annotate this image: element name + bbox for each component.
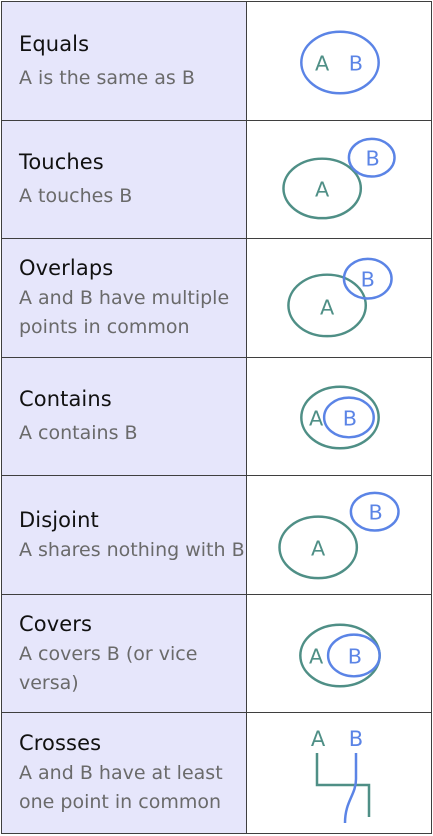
shape-b-outline bbox=[326, 633, 381, 678]
relation-row-crosses: Crosses A and B have at least one point … bbox=[2, 713, 431, 833]
relation-label-cell: Contains A contains B bbox=[2, 358, 247, 475]
shape-a-outline bbox=[300, 385, 380, 450]
label-b: B bbox=[361, 268, 375, 292]
label-a: A bbox=[309, 644, 324, 668]
label-a: A bbox=[315, 51, 330, 75]
shape-b-outline bbox=[347, 137, 396, 178]
label-b: B bbox=[366, 147, 380, 171]
label-b: B bbox=[369, 501, 383, 525]
label-b: B bbox=[343, 406, 357, 430]
label-a: A bbox=[311, 727, 326, 751]
relation-label-cell: Covers A covers B (or vice versa) bbox=[2, 595, 247, 712]
shape-b-outline bbox=[342, 257, 393, 300]
relation-figure-crosses: A B bbox=[247, 713, 431, 833]
relation-description: A touches B bbox=[19, 185, 133, 207]
relation-label-cell: Overlaps A and B have multiple points in… bbox=[2, 239, 247, 357]
shape-b-outline bbox=[349, 491, 400, 532]
relation-title: Covers bbox=[19, 611, 93, 636]
label-b: B bbox=[349, 727, 363, 751]
relation-title: Crosses bbox=[19, 731, 102, 755]
relation-figure-overlaps: A B bbox=[247, 239, 431, 357]
relation-label-cell: Crosses A and B have at least one point … bbox=[2, 713, 247, 833]
relation-row-touches: Touches A touches B A B bbox=[2, 121, 431, 239]
relation-row-equals: Equals A is the same as B A B bbox=[2, 2, 431, 121]
relation-title: Equals bbox=[19, 31, 90, 56]
label-b: B bbox=[348, 644, 362, 668]
relation-figure-covers: A B bbox=[247, 595, 431, 712]
relation-label-cell: Touches A touches B bbox=[2, 121, 247, 238]
label-a: A bbox=[320, 295, 335, 319]
relation-row-disjoint: Disjoint A shares nothing with B A B bbox=[2, 476, 431, 595]
label-a: A bbox=[311, 536, 326, 560]
relation-label-cell: Disjoint A shares nothing with B bbox=[2, 476, 247, 594]
relation-figure-equals: A B bbox=[247, 2, 431, 120]
relation-figure-touches: A B bbox=[247, 121, 431, 238]
relation-title: Overlaps bbox=[19, 256, 114, 280]
touches-diagram: A B bbox=[282, 137, 396, 220]
line-b bbox=[343, 753, 358, 824]
overlaps-diagram: A B bbox=[287, 257, 393, 338]
relation-row-covers: Covers A covers B (or vice versa) A B bbox=[2, 595, 431, 713]
equals-diagram: A B bbox=[300, 30, 380, 95]
relation-description: A and B have at least one point in commo… bbox=[19, 762, 223, 813]
covers-diagram: A B bbox=[299, 623, 381, 688]
relation-description: A covers B (or vice versa) bbox=[19, 642, 198, 694]
shape-a-outline bbox=[287, 273, 368, 338]
relation-figure-contains: A B bbox=[247, 358, 431, 475]
label-a: A bbox=[309, 406, 324, 430]
relation-label-cell: Equals A is the same as B bbox=[2, 2, 247, 120]
relation-description: A contains B bbox=[19, 422, 138, 444]
relation-description: A is the same as B bbox=[19, 66, 195, 89]
shape-a-outline bbox=[300, 30, 380, 95]
shape-a-outline bbox=[282, 157, 363, 220]
shape-a-outline bbox=[278, 515, 359, 580]
relation-title: Touches bbox=[19, 150, 104, 174]
shape-b-outline bbox=[322, 396, 375, 439]
relation-title: Contains bbox=[19, 387, 112, 411]
relation-row-contains: Contains A contains B A B bbox=[2, 358, 431, 476]
relation-figure-disjoint: A B bbox=[247, 476, 431, 594]
label-a: A bbox=[315, 177, 330, 201]
relation-description: A and B have multiple points in common bbox=[19, 287, 230, 338]
line-a bbox=[315, 753, 371, 817]
relation-description: A shares nothing with B bbox=[19, 538, 245, 561]
relation-title: Disjoint bbox=[19, 507, 99, 532]
label-b: B bbox=[349, 51, 363, 75]
relation-row-overlaps: Overlaps A and B have multiple points in… bbox=[2, 239, 431, 358]
crosses-diagram: A B bbox=[311, 727, 371, 824]
disjoint-diagram: A B bbox=[278, 491, 400, 580]
contains-diagram: A B bbox=[300, 385, 380, 450]
